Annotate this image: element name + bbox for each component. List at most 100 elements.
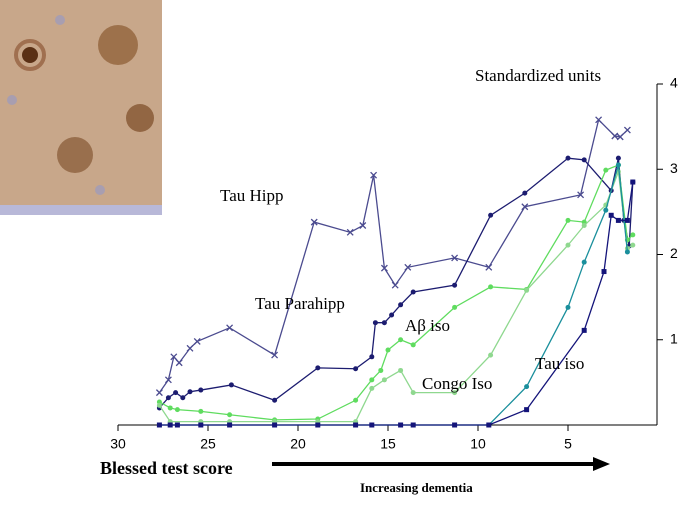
marker [198, 408, 204, 414]
marker [452, 304, 458, 310]
marker [623, 126, 631, 134]
marker [581, 157, 587, 163]
series-line [158, 171, 634, 423]
marker [369, 385, 375, 391]
marker [615, 217, 621, 223]
marker [272, 422, 278, 428]
marker [452, 282, 458, 288]
series-label: Aβ iso [405, 316, 450, 335]
marker [615, 162, 621, 168]
marker [227, 422, 233, 428]
marker [391, 281, 399, 289]
marker [524, 287, 530, 293]
marker [624, 249, 630, 255]
marker [398, 367, 404, 373]
marker [380, 264, 388, 272]
series-label: Tau Parahipp [255, 294, 345, 313]
series-label: Congo Iso [422, 374, 492, 393]
series-label: Tau Hipp [220, 186, 284, 205]
marker [372, 320, 378, 326]
marker [630, 242, 636, 248]
marker [398, 337, 404, 343]
marker [452, 390, 458, 396]
marker [165, 395, 171, 401]
marker [227, 412, 233, 418]
marker [180, 395, 186, 401]
marker [565, 242, 571, 248]
marker [370, 171, 378, 179]
marker [198, 422, 204, 428]
marker [615, 155, 621, 161]
y-axis-label: Standardized units [475, 66, 601, 85]
marker [398, 302, 404, 308]
marker [398, 422, 404, 428]
annotation: Increasing dementia [360, 480, 473, 495]
x-tick-label: 25 [200, 436, 216, 452]
marker [608, 212, 614, 218]
marker [410, 289, 416, 295]
marker [170, 353, 178, 361]
marker [565, 304, 571, 310]
marker [565, 217, 571, 223]
marker [193, 337, 201, 345]
marker [346, 228, 354, 236]
y-tick-label: 2 [670, 245, 678, 261]
marker [369, 354, 375, 360]
marker [410, 390, 416, 396]
marker [198, 387, 204, 393]
marker [156, 422, 162, 428]
marker [272, 397, 278, 403]
marker [524, 384, 530, 390]
marker [174, 407, 180, 413]
marker [603, 207, 609, 213]
x-tick-label: 30 [110, 436, 126, 452]
marker [310, 218, 318, 226]
marker [315, 422, 321, 428]
marker [353, 397, 359, 403]
marker [611, 132, 619, 140]
marker [271, 351, 279, 359]
marker [369, 377, 375, 383]
y-tick-label: 1 [670, 330, 678, 346]
x-tick-label: 15 [380, 436, 396, 452]
arrow-head [593, 457, 610, 471]
marker [175, 359, 183, 367]
marker [359, 222, 367, 229]
marker [565, 155, 571, 161]
marker [485, 263, 493, 271]
marker [353, 422, 359, 428]
marker [167, 405, 173, 411]
marker [488, 212, 494, 218]
marker [616, 133, 624, 141]
series-label: Tau iso [535, 354, 584, 373]
marker [385, 347, 391, 353]
marker [167, 422, 173, 428]
marker [577, 191, 585, 199]
marker [410, 422, 416, 428]
marker [226, 324, 234, 332]
marker [488, 352, 494, 358]
marker [410, 342, 416, 348]
x-tick-label: 20 [290, 436, 306, 452]
marker [228, 382, 234, 388]
marker [524, 407, 530, 413]
marker [521, 203, 529, 211]
marker [624, 217, 630, 223]
marker [601, 269, 607, 275]
series-line [159, 164, 634, 421]
marker [156, 402, 162, 408]
marker [164, 376, 172, 384]
marker [451, 254, 459, 262]
marker [581, 259, 587, 265]
x-tick-label: 10 [470, 436, 486, 452]
marker [174, 422, 180, 428]
marker [452, 422, 458, 428]
marker [187, 389, 193, 395]
marker [630, 179, 636, 185]
marker [315, 365, 321, 371]
marker [595, 116, 603, 124]
marker [381, 377, 387, 383]
x-tick-label: 5 [564, 436, 572, 452]
marker [353, 366, 359, 372]
